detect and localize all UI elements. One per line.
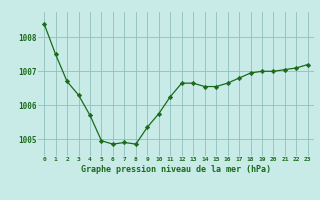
X-axis label: Graphe pression niveau de la mer (hPa): Graphe pression niveau de la mer (hPa) — [81, 165, 271, 174]
